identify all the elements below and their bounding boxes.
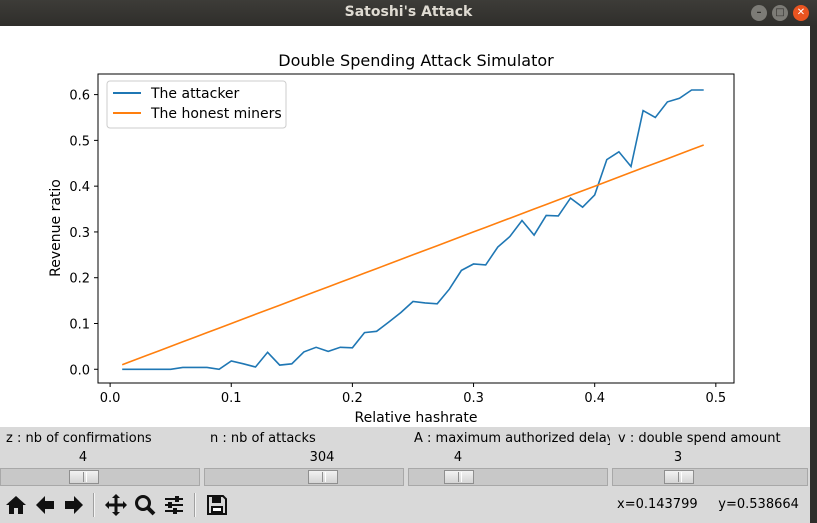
slider-handle[interactable] [69, 470, 99, 484]
chart[interactable]: Double Spending Attack Simulator 0.0 0.1 0… [0, 26, 810, 427]
slider-trough[interactable] [612, 468, 808, 486]
slider-amount: v : double spend amount 3 [612, 427, 810, 488]
x-tick-label: 0.2 [342, 391, 363, 406]
close-button[interactable]: ✕ [793, 5, 809, 21]
series-line-attacker [122, 89, 704, 371]
save-icon [207, 495, 227, 515]
close-icon: ✕ [796, 7, 806, 18]
slider-value: 4 [453, 450, 463, 465]
back-icon [36, 496, 54, 514]
slider-value: 304 [309, 450, 335, 465]
x-tick-label: 0.0 [100, 391, 121, 406]
toolbar-separator [93, 493, 95, 517]
configure-subplots-icon [165, 496, 183, 514]
x-tick-label: 0.3 [463, 391, 484, 406]
coord-y: y=0.538664 [718, 497, 799, 512]
x-tick-label: 0.5 [705, 391, 726, 406]
zoom-button[interactable] [131, 491, 159, 519]
slider-trough[interactable] [204, 468, 404, 486]
y-tick-label: 0.2 [69, 272, 90, 287]
maximize-icon: □ [775, 7, 785, 18]
slider-handle[interactable] [664, 470, 694, 484]
minimize-button[interactable]: – [751, 5, 767, 21]
slider-confirmations: z : nb of confirmations 4 [0, 427, 204, 488]
y-tick-label: 0.5 [69, 134, 90, 149]
maximize-button[interactable]: □ [772, 5, 788, 21]
y-tick-label: 0.3 [69, 226, 90, 241]
pan-button[interactable] [102, 491, 130, 519]
series-lines [121, 89, 704, 371]
window-border [810, 26, 817, 523]
x-axis: 0.0 0.1 0.2 0.3 0.4 0.5 [100, 383, 726, 406]
navigation-toolbar: x=0.143799 y=0.538664 [0, 488, 810, 523]
toolbar-separator [194, 493, 196, 517]
slider-value: 4 [78, 450, 88, 465]
legend-box [106, 80, 287, 129]
x-tick-label: 0.4 [584, 391, 605, 406]
y-tick-label: 0.0 [69, 363, 90, 378]
zoom-icon [135, 495, 156, 516]
pan-icon [105, 494, 127, 516]
chart-title: Double Spending Attack Simulator [278, 51, 554, 70]
slider-handle[interactable] [444, 470, 474, 484]
slider-label: z : nb of confirmations [6, 431, 152, 446]
window-title: Satoshi's Attack [344, 4, 473, 20]
y-axis-label: Revenue ratio [48, 179, 64, 277]
minimize-icon: – [756, 7, 762, 18]
slider-delay: A : maximum authorized delay 4 [408, 427, 610, 488]
home-button[interactable] [2, 491, 30, 519]
forward-button[interactable] [60, 491, 88, 519]
y-tick-label: 0.6 [69, 89, 90, 104]
slider-attacks: n : nb of attacks 304 [204, 427, 408, 488]
coord-x: x=0.143799 [617, 497, 698, 512]
slider-handle[interactable] [308, 470, 338, 484]
slider-trough[interactable] [0, 468, 200, 486]
slider-label: n : nb of attacks [210, 431, 316, 446]
slider-label: v : double spend amount [618, 431, 781, 446]
y-axis: 0.0 0.1 0.2 0.3 0.4 0.5 0.6 [69, 89, 98, 378]
x-axis-label: Relative hashrate [355, 410, 478, 426]
slider-panel: z : nb of confirmations 4 n : nb of atta… [0, 427, 810, 488]
cursor-coordinates: x=0.143799 y=0.538664 [617, 497, 799, 512]
legend: The attacker The honest miners [106, 80, 287, 129]
y-tick-label: 0.4 [69, 180, 90, 195]
slider-trough[interactable] [408, 468, 608, 486]
configure-subplots-button[interactable] [160, 491, 188, 519]
y-tick-label: 0.1 [69, 317, 90, 332]
figure-canvas[interactable]: Double Spending Attack Simulator 0.0 0.1 0… [0, 26, 810, 427]
legend-label-attacker: The attacker [150, 86, 240, 102]
slider-label: A : maximum authorized delay [414, 431, 610, 446]
back-button[interactable] [31, 491, 59, 519]
window-titlebar: Satoshi's Attack – □ ✕ [0, 0, 817, 26]
series-line-honest [121, 144, 704, 366]
x-tick-label: 0.1 [221, 391, 242, 406]
save-button[interactable] [203, 491, 231, 519]
legend-label-honest: The honest miners [150, 106, 282, 122]
forward-icon [65, 496, 83, 514]
slider-value: 3 [673, 450, 683, 465]
home-icon [6, 496, 26, 514]
